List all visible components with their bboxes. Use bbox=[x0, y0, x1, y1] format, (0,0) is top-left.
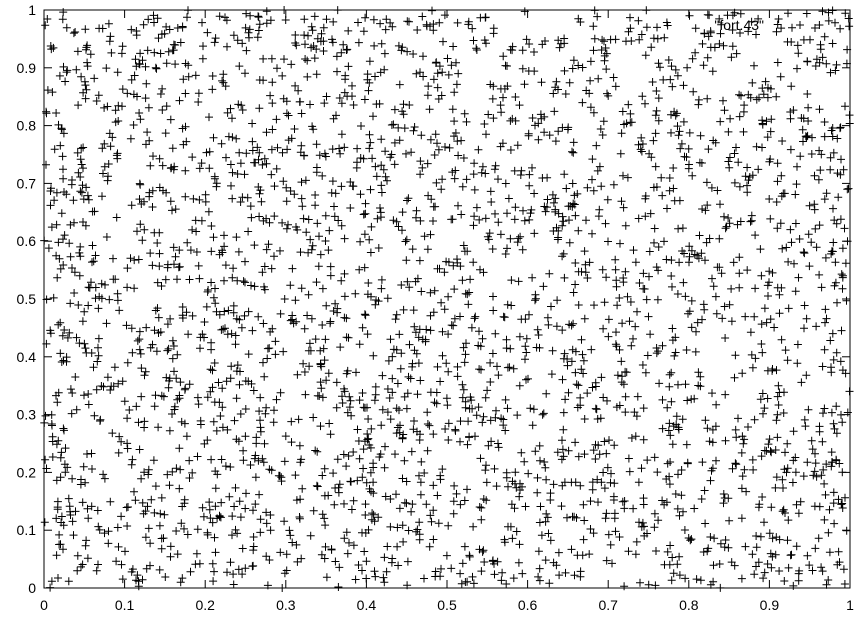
legend-marker bbox=[796, 21, 804, 29]
y-tick-label: 0.7 bbox=[17, 175, 37, 191]
y-tick-label: 0.9 bbox=[17, 60, 37, 76]
x-tick-label: 0 bbox=[40, 597, 48, 613]
x-tick-label: 0.7 bbox=[598, 597, 618, 613]
x-tick-label: 0.9 bbox=[760, 597, 780, 613]
x-tick-label: 0.8 bbox=[679, 597, 699, 613]
y-tick-label: 0.6 bbox=[17, 233, 37, 249]
legend-series-label: "fort.43" bbox=[714, 17, 764, 33]
x-tick-label: 1 bbox=[846, 597, 854, 613]
y-tick-label: 0 bbox=[28, 580, 36, 596]
scatter-point-markers bbox=[40, 6, 854, 592]
y-tick-label: 0.1 bbox=[17, 522, 37, 538]
y-tick-label: 0.5 bbox=[17, 291, 37, 307]
plot-area-frame bbox=[43, 9, 851, 589]
x-tick-label: 0.2 bbox=[195, 597, 215, 613]
axis-ticks bbox=[43, 9, 851, 589]
scatter-points bbox=[40, 6, 854, 592]
x-tick-label: 0.3 bbox=[276, 597, 296, 613]
x-tick-label: 0.4 bbox=[357, 597, 377, 613]
x-tick-label: 0.1 bbox=[115, 597, 135, 613]
y-tick-label: 0.2 bbox=[17, 464, 37, 480]
x-tick-label: 0.6 bbox=[518, 597, 538, 613]
y-tick-label: 0.3 bbox=[17, 407, 37, 423]
x-tick-label: 0.5 bbox=[437, 597, 457, 613]
y-tick-label: 0.4 bbox=[17, 349, 37, 365]
axis-tick-labels: 0 0.1 0.2 0.3 0.4 0.5 0.6 0.7 0.8 0.9 1 0 0.1 0.2 0.3 0… bbox=[17, 2, 854, 613]
y-tick-label: 0.8 bbox=[17, 118, 37, 134]
y-tick-label: 1 bbox=[28, 2, 36, 18]
